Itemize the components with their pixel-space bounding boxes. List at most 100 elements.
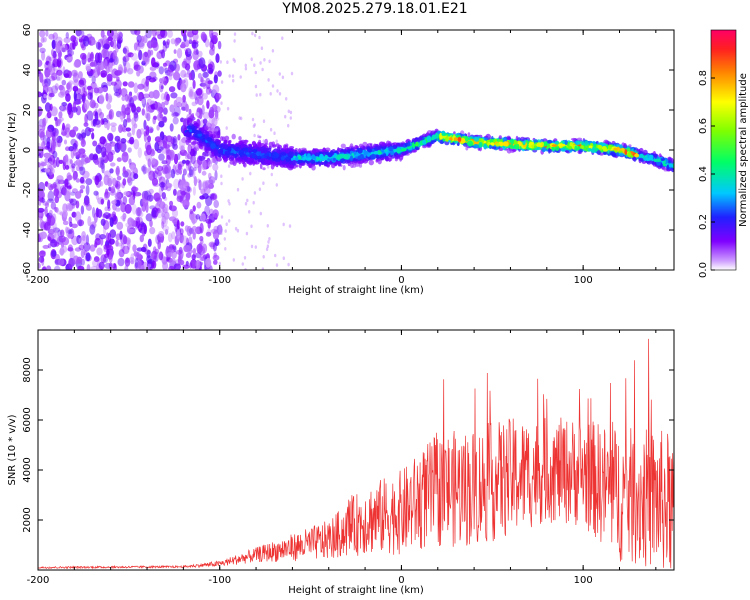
heatmap-cell [263,144,267,148]
heatmap-cell [95,233,101,241]
heatmap-cell [241,144,245,148]
heatmap-cell [139,128,145,135]
heatmap-cell [375,146,380,150]
heatmap-cell [396,154,401,158]
heatmap-cell [108,95,113,103]
heatmap-cell [311,164,316,171]
heatmap-cell [38,212,42,219]
heatmap-cell [115,69,123,75]
heatmap-cell [49,209,53,216]
heatmap-cell [463,143,468,147]
heatmap-cell [85,65,91,72]
heatmap-cell [248,210,251,214]
heatmap-cell [149,226,156,235]
heatmap-cell [53,188,59,197]
heatmap-cell [212,230,220,240]
heatmap-cell [202,181,209,191]
heatmap-cell [106,73,113,82]
heatmap-cell [197,72,202,79]
heatmap-cell [188,249,193,254]
heatmap-cell [192,248,196,255]
heatmap-cell [98,112,105,119]
heatmap-cell [154,102,162,111]
heatmap-cell [65,93,71,102]
heatmap-cell [104,222,110,230]
heatmap-cell [154,141,159,152]
heatmap-cell [141,52,149,63]
heatmap-cell [430,130,436,136]
heatmap-cell [227,164,231,168]
heatmap-cell [44,114,49,124]
heatmap-cell [205,143,210,148]
heatmap-cell [223,237,226,241]
heatmap-cell [119,230,123,240]
heatmap-cell [198,50,203,58]
heatmap-cell [110,125,117,133]
heatmap-cell [185,49,189,57]
heatmap-cell [137,261,145,270]
heatmap-cell [254,245,257,249]
heatmap-cell [228,202,231,206]
heatmap-cell [199,222,204,234]
heatmap-cell [80,139,86,148]
heatmap-cell [610,151,616,156]
heatmap-cell [510,138,514,145]
heatmap-cell [185,190,191,202]
heatmap-cell [68,47,72,58]
heatmap-cell [64,154,69,163]
heatmap-cell [83,90,88,97]
heatmap-cell [560,143,566,147]
heatmap-cell [597,144,601,149]
heatmap-cell [146,144,152,156]
heatmap-cell [55,42,61,54]
heatmap-cell [43,82,49,93]
heatmap-cell [210,123,215,128]
heatmap-cell [177,134,181,141]
heatmap-cell [128,94,132,100]
heatmap-cell [109,168,114,174]
heatmap-cell [115,167,120,175]
heatmap-cell [224,135,230,141]
heatmap-cell [108,255,113,263]
heatmap-cell [392,144,398,150]
heatmap-cell [297,148,302,154]
heatmap-cell [202,118,208,125]
heatmap-cell [49,226,56,232]
heatmap-cell [52,227,61,233]
heatmap-cell [231,133,236,140]
heatmap-cell [453,131,456,135]
heatmap-cell [100,146,107,158]
heatmap-cell [80,52,87,60]
heatmap-cell [579,148,583,153]
heatmap-cell [163,107,168,115]
heatmap-cell [668,160,672,164]
heatmap-cell [165,154,171,166]
heatmap-cell [418,136,423,141]
heatmap-cell [170,258,177,265]
heatmap-cell [54,83,59,91]
heatmap-cell [197,95,204,106]
y-tick-label: 2000 [22,507,33,532]
heatmap-cell [50,201,57,210]
heatmap-cell [118,124,123,133]
heatmap-cell [227,140,231,147]
heatmap-cell [75,178,81,183]
heatmap-cell [288,160,292,165]
heatmap-cell [51,250,57,257]
heatmap-cell [109,229,117,239]
heatmap-cell [92,259,99,268]
colorbar-tick: 0.6 [698,118,715,134]
heatmap-cell [212,242,217,252]
heatmap-cell [547,147,551,154]
heatmap-cell [280,156,285,161]
heatmap-cell [122,81,128,87]
heatmap-cell [149,128,154,133]
heatmap-cell [209,48,215,56]
heatmap-cell [151,39,158,49]
heatmap-cell [250,224,253,229]
heatmap-cell [214,105,221,113]
heatmap-cell [554,140,559,145]
heatmap-cell [66,204,74,210]
heatmap-cell [71,211,77,218]
heatmap-cell [219,60,222,64]
